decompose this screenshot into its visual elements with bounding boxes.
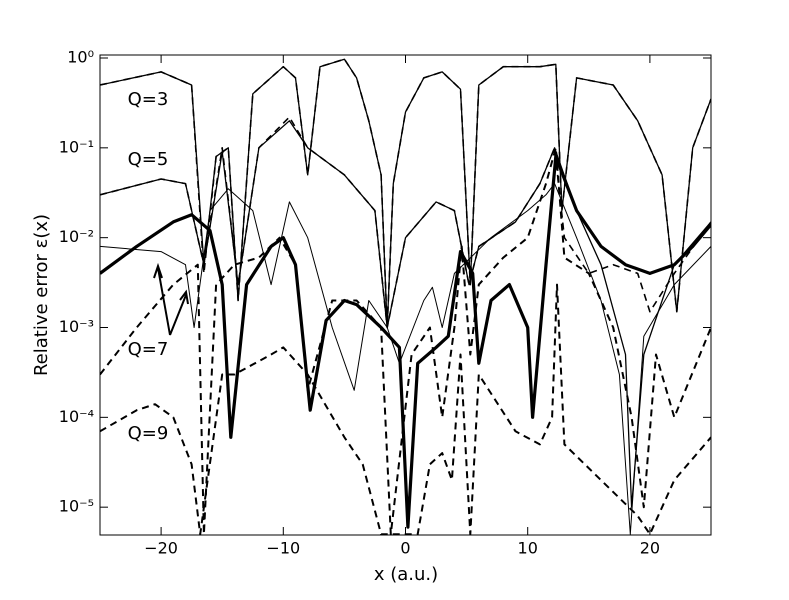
series-line: [100, 183, 711, 535]
x-tick-label: 20: [640, 539, 660, 558]
y-axis-label: Relative error ε(x): [31, 214, 52, 376]
annotation: Q=7: [128, 339, 169, 360]
plot-area: [100, 58, 711, 535]
series-line: [100, 58, 711, 329]
annotation: Q=9: [128, 423, 169, 444]
y-tick-label: 10⁻²: [59, 227, 94, 246]
x-axis-label: x (a.u.): [374, 564, 438, 585]
y-tick-label: 10⁻⁴: [59, 407, 94, 426]
y-tick-label: 10⁻¹: [59, 137, 94, 156]
annotation: Q=5: [128, 149, 169, 170]
arrow: [153, 262, 189, 336]
series-line: [100, 58, 711, 329]
x-tick-label: −20: [144, 539, 178, 558]
x-tick-label: 10: [518, 539, 538, 558]
x-tick-label: 0: [400, 539, 410, 558]
y-tick-label: 10⁻⁵: [59, 497, 94, 516]
y-tick-label: 10⁻³: [59, 317, 94, 336]
series-line: [100, 146, 711, 535]
y-tick-label: 10⁰: [67, 48, 94, 67]
x-tick-label: −10: [266, 539, 300, 558]
series-line: [100, 116, 711, 329]
series-line: [100, 283, 711, 535]
annotation: Q=3: [128, 89, 169, 110]
series-line: [100, 154, 711, 529]
